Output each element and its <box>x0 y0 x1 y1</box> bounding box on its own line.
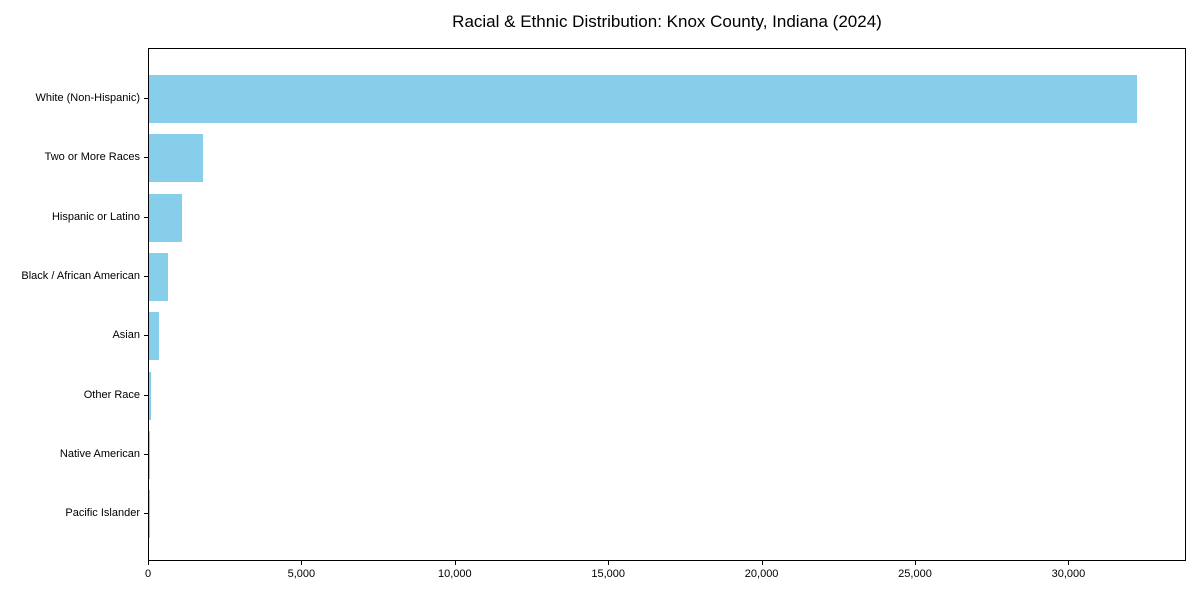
y-tick-mark <box>144 275 148 277</box>
y-tick-mark <box>144 394 148 396</box>
y-tick-mark <box>144 453 148 455</box>
x-tick-label: 0 <box>144 568 152 580</box>
x-tick-label: 20,000 <box>744 568 779 580</box>
y-tick-label: Asian <box>112 329 140 342</box>
bar-native-american <box>149 430 150 479</box>
x-tick-label: 25,000 <box>898 568 932 580</box>
x-tick-label: 15,000 <box>591 568 626 580</box>
x-tick-label: 5,000 <box>287 568 316 580</box>
x-tick-mark <box>761 561 763 565</box>
chart-title: Racial & Ethnic Distribution: Knox Count… <box>452 12 882 31</box>
y-tick-label: Pacific Islander <box>65 507 140 520</box>
y-tick-mark <box>144 157 148 159</box>
y-tick-mark <box>144 513 148 515</box>
y-tick-label: Other Race <box>83 388 140 401</box>
y-tick-mark <box>144 335 148 337</box>
y-tick-label: Two or More Races <box>44 151 140 164</box>
x-tick-mark <box>915 561 916 565</box>
x-tick-label: 10,000 <box>437 568 472 580</box>
bar-two-or-more-races <box>149 134 203 183</box>
y-tick-label: White (Non-Hispanic) <box>35 92 140 104</box>
x-tick-mark <box>454 561 456 565</box>
bar-asian <box>149 312 160 361</box>
y-tick-mark <box>144 98 148 99</box>
x-tick-mark <box>1068 561 1070 565</box>
y-tick-label: Hispanic or Latino <box>51 210 140 223</box>
x-tick-mark <box>148 561 149 565</box>
bar-other-race <box>149 371 151 420</box>
bar-black-african-american <box>149 252 168 301</box>
y-tick-label: Native American <box>59 447 140 460</box>
plot-area <box>148 48 1186 561</box>
x-tick-label: 30,000 <box>1051 568 1086 580</box>
y-tick-label: Black / African American <box>21 269 140 282</box>
y-tick-mark <box>144 216 148 218</box>
bar-hispanic-or-latino <box>149 193 182 242</box>
x-tick-mark <box>301 561 303 565</box>
x-tick-mark <box>608 561 610 565</box>
bar-white-non-hispanic <box>149 75 1137 123</box>
